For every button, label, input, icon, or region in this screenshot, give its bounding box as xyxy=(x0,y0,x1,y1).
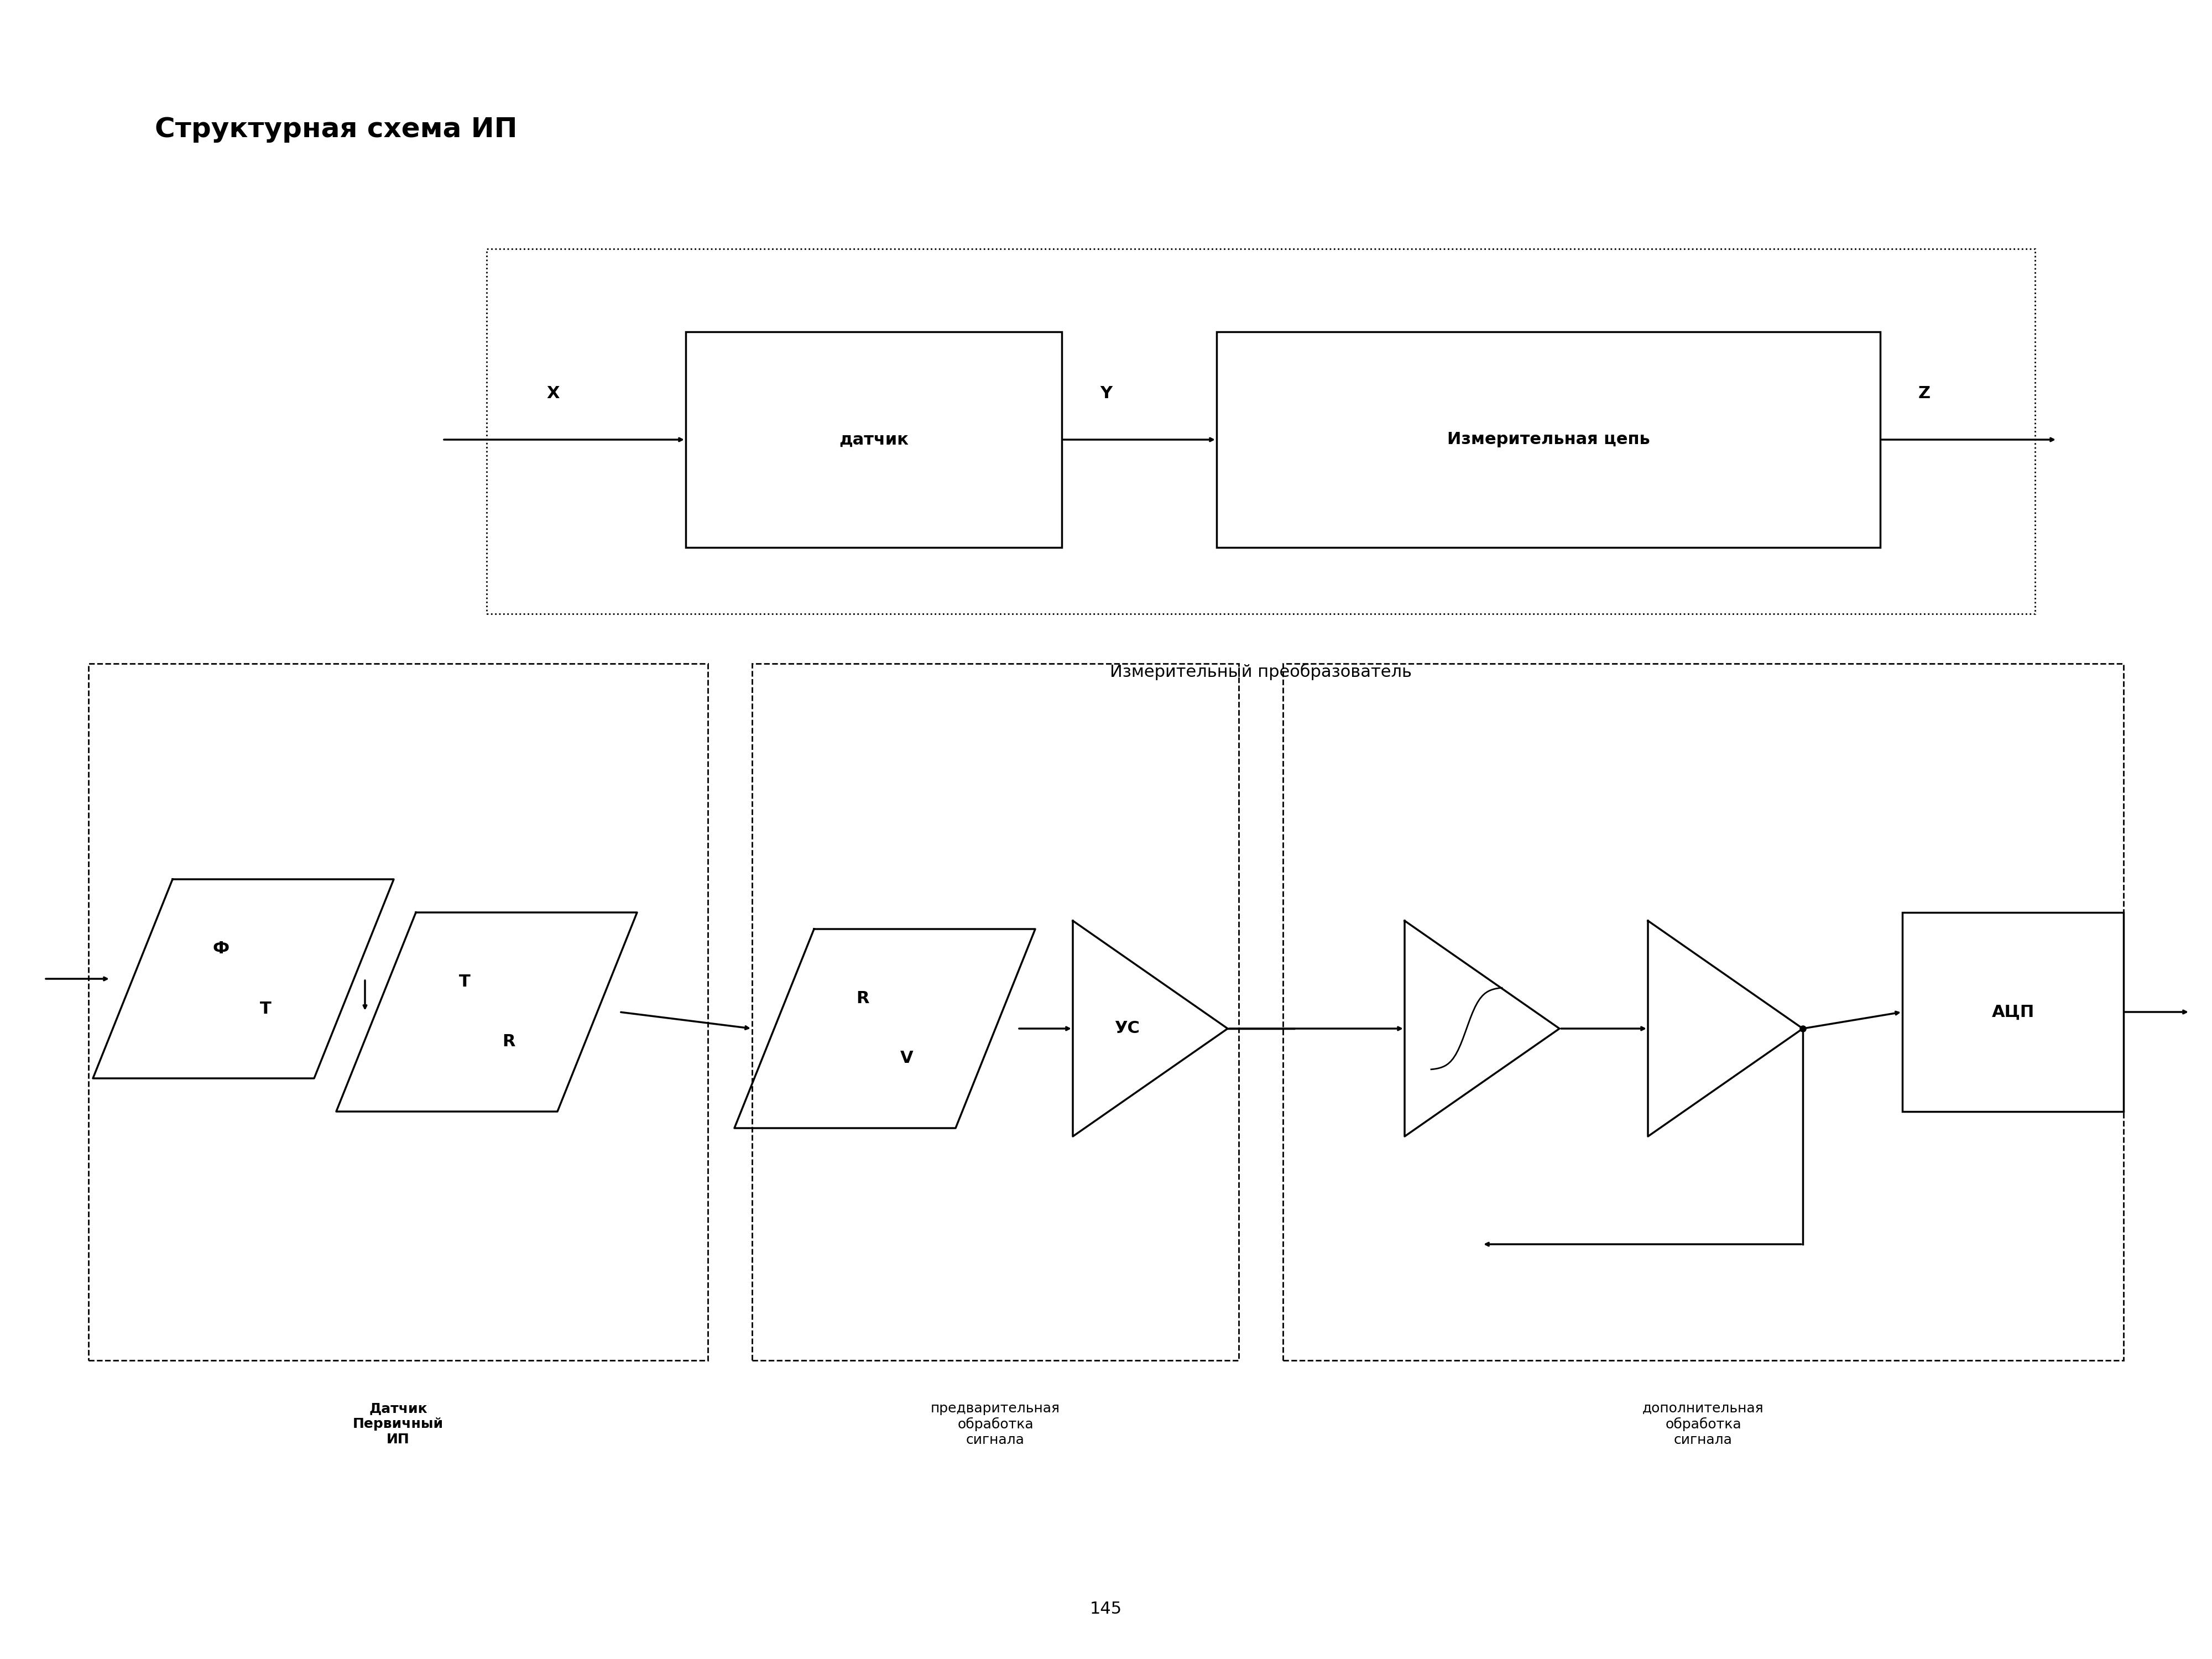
Text: T: T xyxy=(458,974,471,990)
Text: 145: 145 xyxy=(1091,1601,1121,1618)
Bar xyxy=(88,664,708,1360)
Bar xyxy=(752,664,1239,1360)
Text: R: R xyxy=(856,990,869,1007)
Text: Структурная схема ИП: Структурная схема ИП xyxy=(155,116,518,143)
Text: Датчик
Первичный
ИП: Датчик Первичный ИП xyxy=(352,1402,445,1447)
Text: Z: Z xyxy=(1918,385,1931,401)
Text: Y: Y xyxy=(1099,385,1113,401)
Bar xyxy=(1217,332,1880,547)
Text: Т: Т xyxy=(259,1000,272,1017)
Text: Измерительная цепь: Измерительная цепь xyxy=(1447,431,1650,448)
Text: Ф: Ф xyxy=(212,941,230,957)
Text: дополнительная
обработка
сигнала: дополнительная обработка сигнала xyxy=(1644,1402,1763,1447)
Text: Измерительный преобразователь: Измерительный преобразователь xyxy=(1110,664,1411,680)
Text: УС: УС xyxy=(1115,1020,1139,1037)
Text: предварительная
обработка
сигнала: предварительная обработка сигнала xyxy=(931,1402,1060,1447)
Text: датчик: датчик xyxy=(838,431,909,448)
Text: X: X xyxy=(546,385,560,401)
Bar xyxy=(1902,912,2124,1112)
Bar xyxy=(1283,664,2124,1360)
Text: V: V xyxy=(900,1050,914,1067)
Bar xyxy=(686,332,1062,547)
Bar xyxy=(487,249,2035,614)
Text: R: R xyxy=(502,1034,515,1050)
Text: АЦП: АЦП xyxy=(1991,1004,2035,1020)
